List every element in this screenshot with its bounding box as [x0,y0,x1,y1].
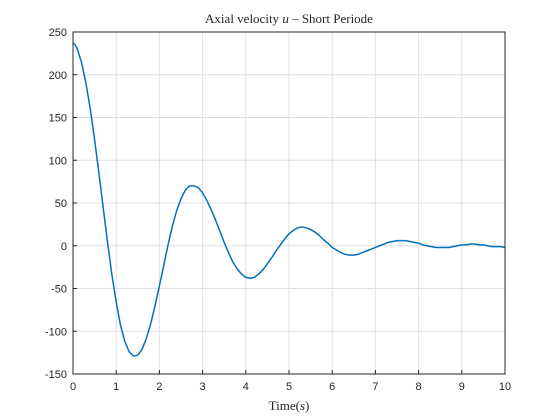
x-tick-label: 2 [156,381,162,393]
x-tick-label: 10 [499,381,511,393]
y-axis-ticks: -150 -100 -50 0 50 100 150 200 250 [45,27,77,381]
x-tick-label: 6 [329,381,335,393]
y-tick-label: 100 [49,155,67,167]
y-tick-label: -150 [45,369,67,381]
chart-title-part: u [282,11,289,26]
x-tick-label: 5 [286,381,292,393]
x-axis-label-part: Time( [269,398,300,413]
y-tick-label: 150 [49,113,67,125]
x-axis-label-part: s [300,398,305,413]
chart-title: Axial velocity u – Short Periode [205,11,373,26]
x-tick-label: 9 [459,381,465,393]
y-tick-label: 0 [61,241,67,253]
y-tick-label: 200 [49,70,67,82]
y-tick-label: 250 [49,27,67,39]
x-tick-label: 1 [113,381,119,393]
x-tick-label: 7 [372,381,378,393]
y-tick-label: 50 [55,198,67,210]
series-layer [72,42,506,357]
x-tick-label: 3 [200,381,206,393]
x-axis-ticks: 0 1 2 3 4 5 6 7 8 9 10 [70,370,511,393]
y-tick-label: -100 [45,326,67,338]
x-tick-label: 8 [416,381,422,393]
x-tick-label: 4 [243,381,249,393]
chart-title-part: Axial velocity [205,11,282,26]
x-axis-label: Time(s) [269,398,310,413]
chart-title-part: – Short Periode [289,11,373,26]
x-tick-label: 0 [70,381,76,393]
series-line-0 [72,42,506,357]
x-axis-label-part: ) [305,398,309,413]
y-tick-label: -50 [51,284,67,296]
